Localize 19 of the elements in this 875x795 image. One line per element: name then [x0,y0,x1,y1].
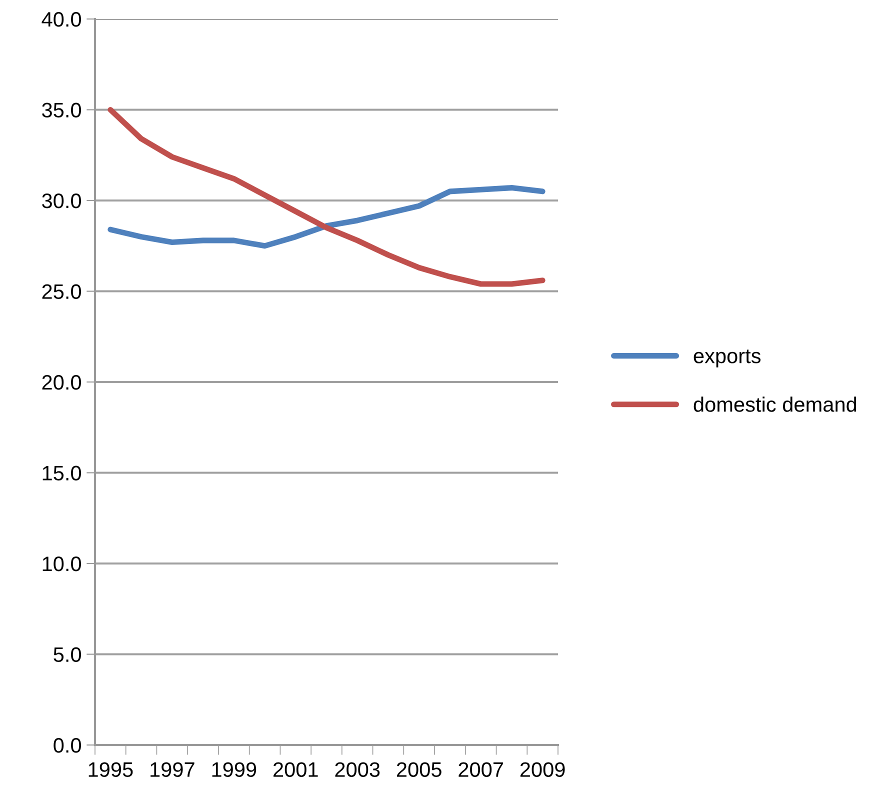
y-tick-label: 0.0 [54,738,81,753]
legend-label: exports [694,350,761,368]
x-tick-label: 2007 [458,762,503,777]
x-tick-label: 2001 [274,762,318,777]
x-tick-label: 1995 [88,762,133,777]
y-tick-label: 25.0 [42,284,81,300]
x-tick-label: 2005 [396,762,442,777]
y-tick-label: 20.0 [42,375,81,390]
x-tick-label: 2009 [520,762,565,777]
y-tick-label: 30.0 [42,194,81,208]
y-tick-label: 40.0 [42,12,81,27]
y-tick-label: 15.0 [42,466,81,481]
x-tick-label: 1997 [150,762,194,777]
x-tick-label: 2003 [335,762,380,777]
x-tick-label: 1999 [212,762,256,777]
legend-label: domestic demand [694,396,856,412]
y-tick-label: 35.0 [42,102,81,118]
y-tick-label: 5.0 [54,647,81,662]
y-tick-label: 10.0 [42,556,81,572]
